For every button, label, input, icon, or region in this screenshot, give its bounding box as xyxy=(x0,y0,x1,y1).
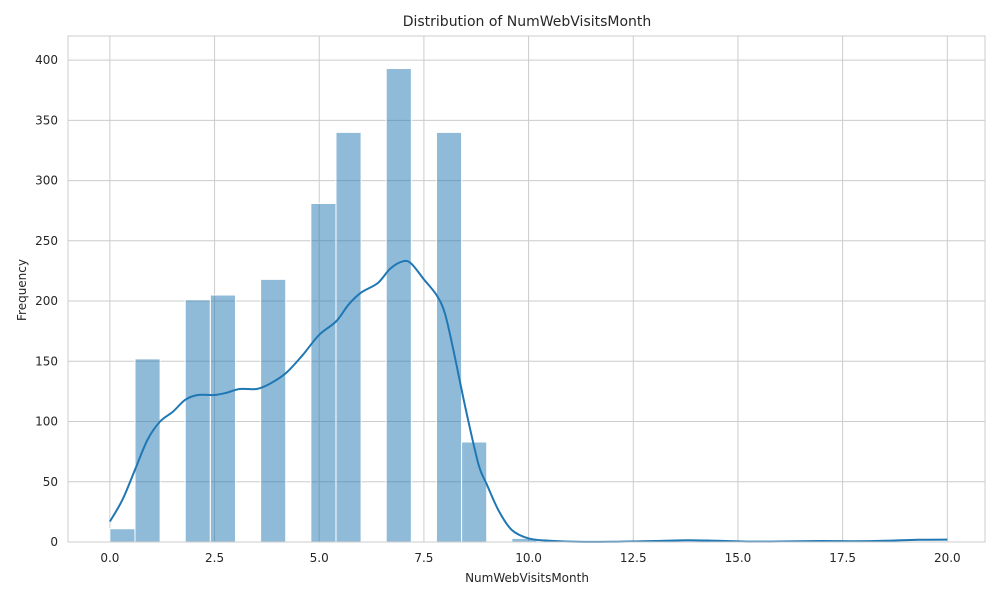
histogram-bar xyxy=(209,294,236,543)
x-tick-label: 15.0 xyxy=(725,551,752,565)
x-tick-label: 20.0 xyxy=(934,551,961,565)
histogram-bar xyxy=(335,131,362,543)
x-tick-label: 12.5 xyxy=(620,551,647,565)
histogram-bar xyxy=(134,358,161,543)
y-tick-label: 350 xyxy=(35,113,58,127)
y-tick-labels: 0 50 100 150 200 250 300 350 400 xyxy=(35,53,58,549)
x-tick-label: 5.0 xyxy=(310,551,329,565)
x-tick-label: 7.5 xyxy=(414,551,433,565)
histogram-bar xyxy=(461,441,488,543)
y-tick-label: 300 xyxy=(35,174,58,188)
x-tick-labels: 0.0 2.5 5.0 7.5 10.0 12.5 15.0 17.5 20.0 xyxy=(100,551,960,565)
x-tick-label: 2.5 xyxy=(205,551,224,565)
y-tick-label: 50 xyxy=(43,475,58,489)
bars-layer xyxy=(109,68,538,543)
histogram-bar xyxy=(310,202,337,543)
y-tick-label: 250 xyxy=(35,234,58,248)
x-tick-label: 10.0 xyxy=(515,551,542,565)
x-axis-label: NumWebVisitsMonth xyxy=(465,571,589,585)
histogram-bar xyxy=(435,131,463,543)
plot-frame xyxy=(67,35,986,543)
histogram-bar xyxy=(184,299,211,543)
x-tick-label: 0.0 xyxy=(100,551,119,565)
kde-curve xyxy=(109,259,948,543)
y-axis-label: Frequency xyxy=(15,259,29,321)
y-tick-label: 100 xyxy=(35,415,58,429)
histogram-bar xyxy=(385,68,412,543)
x-tick-label: 17.5 xyxy=(829,551,856,565)
chart-title: Distribution of NumWebVisitsMonth xyxy=(403,14,652,30)
y-tick-label: 150 xyxy=(35,354,58,368)
y-tick-label: 0 xyxy=(50,535,58,549)
histogram-bar xyxy=(260,278,287,543)
histogram-bar xyxy=(109,528,136,543)
y-tick-label: 200 xyxy=(35,294,58,308)
y-tick-label: 400 xyxy=(35,53,58,67)
